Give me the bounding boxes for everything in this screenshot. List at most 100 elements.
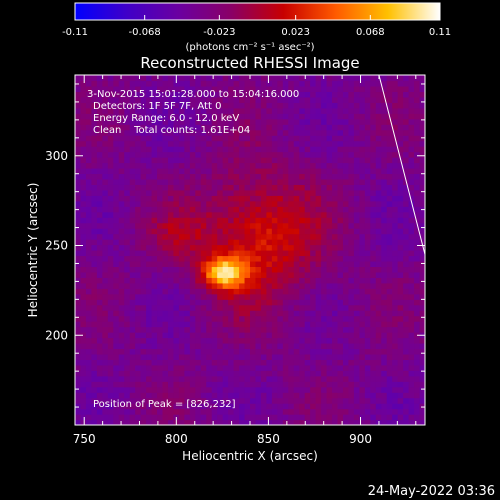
heatmap-cell: [195, 342, 202, 350]
heatmap-cell: [419, 184, 425, 191]
heatmap-cell: [162, 414, 169, 421]
heatmap-cell: [342, 282, 350, 289]
heatmap-cell: [206, 315, 213, 322]
heatmap-cell: [255, 129, 262, 136]
heatmap-cell: [189, 162, 196, 169]
heatmap-cell: [419, 129, 425, 136]
heatmap-cell: [408, 157, 415, 164]
heatmap-cell: [315, 282, 322, 289]
heatmap-cell: [189, 151, 196, 158]
heatmap-cell: [107, 348, 114, 355]
heatmap-cell: [326, 375, 333, 382]
heatmap-cell: [107, 173, 114, 180]
heatmap-cell: [167, 124, 175, 131]
heatmap-cell: [113, 255, 120, 262]
heatmap-cell: [288, 337, 295, 344]
heatmap-cell: [304, 211, 311, 218]
heatmap-cell: [250, 151, 257, 158]
heatmap-cell: [228, 271, 235, 278]
heatmap-cell: [348, 167, 355, 175]
heatmap-cell: [189, 408, 196, 415]
heatmap-cell: [222, 146, 229, 153]
heatmap-cell: [211, 250, 218, 257]
heatmap-cell: [310, 96, 317, 103]
heatmap-cell: [381, 326, 388, 333]
heatmap-cell: [239, 397, 246, 404]
heatmap-cell: [359, 260, 366, 268]
heatmap-cell: [310, 228, 317, 235]
heatmap-cell: [80, 211, 87, 218]
heatmap-cell: [102, 75, 109, 82]
heatmap-cell: [375, 239, 382, 246]
heatmap-cell: [370, 375, 377, 382]
heatmap-cell: [96, 288, 103, 295]
heatmap-cell: [260, 332, 268, 339]
heatmap-cell: [173, 80, 180, 87]
heatmap-cell: [200, 113, 207, 120]
heatmap-cell: [408, 189, 415, 196]
heatmap-cell: [140, 173, 147, 180]
heatmap-cell: [299, 304, 306, 311]
heatmap-cell: [250, 414, 257, 421]
heatmap-cell: [222, 91, 229, 98]
heatmap-cell: [189, 266, 196, 273]
heatmap-cell: [85, 239, 93, 246]
heatmap-cell: [370, 80, 377, 87]
heatmap-cell: [255, 260, 262, 268]
heatmap-cell: [96, 293, 103, 300]
heatmap-cell: [364, 408, 371, 415]
heatmap-cell: [151, 260, 158, 268]
heatmap-cell: [85, 282, 93, 289]
heatmap-cell: [260, 353, 268, 360]
heatmap-cell: [342, 342, 350, 350]
heatmap-cell: [299, 386, 306, 393]
heatmap-cell: [233, 271, 240, 278]
heatmap-cell: [419, 255, 425, 262]
heatmap-cell: [381, 206, 388, 213]
heatmap-cell: [91, 260, 98, 268]
heatmap-cell: [195, 157, 202, 164]
heatmap-cell: [184, 118, 191, 125]
heatmap-cell: [326, 167, 333, 175]
heatmap-cell: [107, 162, 114, 169]
heatmap-cell: [364, 217, 371, 224]
heatmap-cell: [217, 403, 224, 410]
heatmap-cell: [135, 419, 142, 425]
heatmap-cell: [85, 271, 93, 278]
heatmap-cell: [151, 151, 158, 158]
heatmap-cell: [184, 364, 191, 371]
heatmap-cell: [359, 206, 366, 213]
heatmap-cell: [244, 255, 251, 262]
heatmap-cell: [315, 326, 322, 333]
heatmap-cell: [359, 310, 366, 317]
heatmap-cell: [157, 162, 164, 169]
heatmap-cell: [200, 75, 207, 82]
heatmap-cell: [96, 408, 103, 415]
heatmap-cell: [403, 250, 410, 257]
heatmap-cell: [85, 315, 93, 322]
heatmap-cell: [206, 85, 213, 93]
heatmap-cell: [200, 414, 207, 421]
heatmap-cell: [217, 222, 224, 229]
heatmap-cell: [342, 293, 350, 300]
heatmap-cell: [178, 304, 185, 311]
heatmap-cell: [146, 222, 153, 229]
heatmap-cell: [91, 288, 98, 295]
heatmap-cell: [75, 96, 82, 103]
heatmap-cell: [282, 392, 289, 399]
heatmap-cell: [315, 381, 322, 388]
heatmap-cell: [342, 419, 350, 425]
heatmap-cell: [162, 173, 169, 180]
heatmap-cell: [381, 75, 388, 82]
heatmap-cell: [222, 200, 229, 207]
heatmap-cell: [310, 332, 317, 339]
heatmap-cell: [75, 414, 82, 421]
heatmap-cell: [260, 239, 268, 246]
heatmap-cell: [167, 178, 175, 185]
heatmap-cell: [304, 85, 311, 93]
heatmap-cell: [282, 414, 289, 421]
heatmap-cell: [419, 222, 425, 229]
heatmap-cell: [332, 255, 339, 262]
heatmap-cell: [299, 419, 306, 425]
heatmap-cell: [250, 381, 257, 388]
